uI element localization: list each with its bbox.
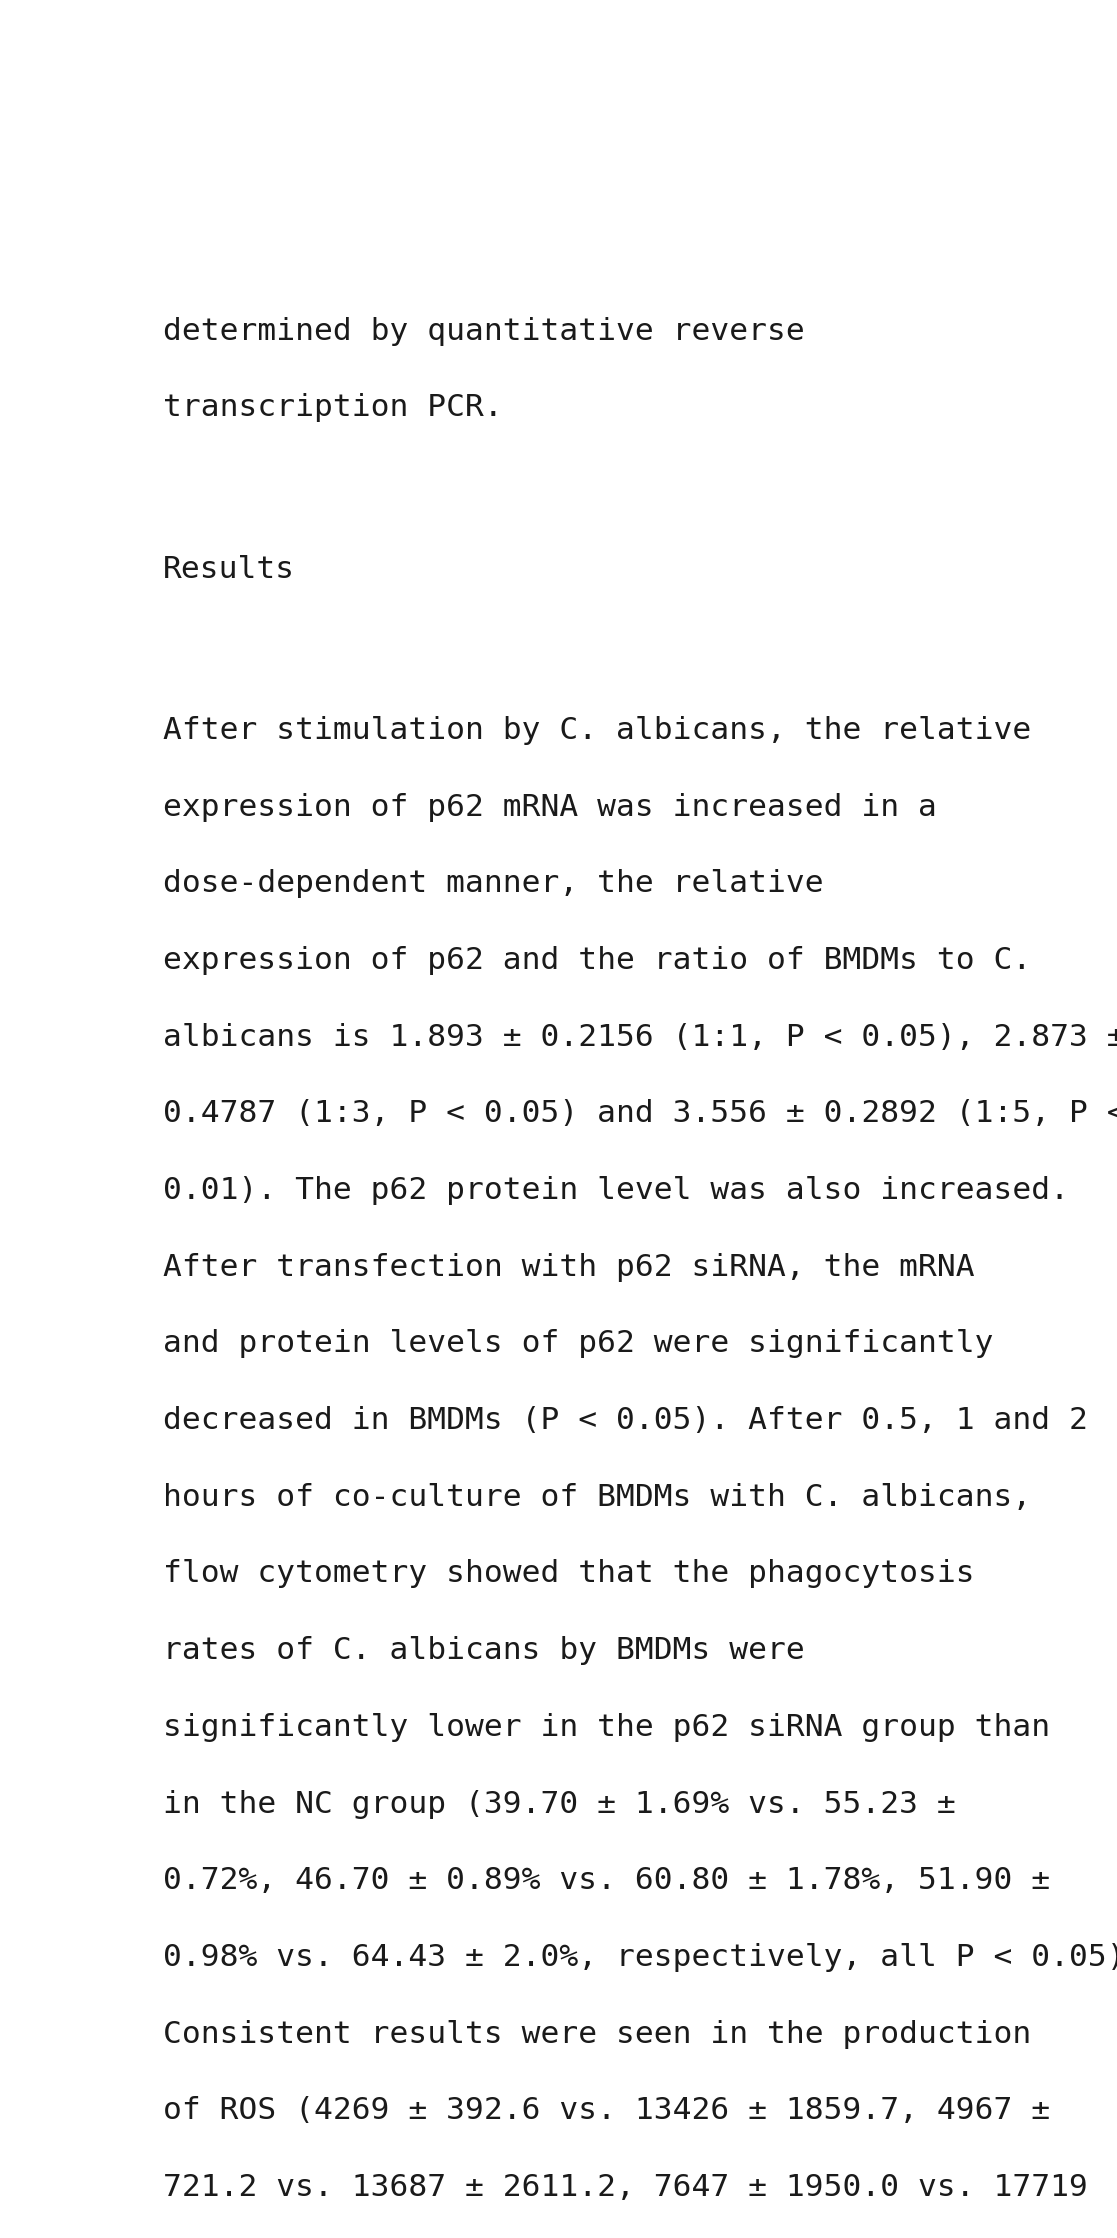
Text: 0.01). The p62 protein level was also increased.: 0.01). The p62 protein level was also in… xyxy=(163,1175,1069,1204)
Text: rates of C. albicans by BMDMs were: rates of C. albicans by BMDMs were xyxy=(163,1636,804,1665)
Text: Results: Results xyxy=(163,555,295,584)
Text: expression of p62 mRNA was increased in a: expression of p62 mRNA was increased in … xyxy=(163,792,937,821)
Text: determined by quantitative reverse: determined by quantitative reverse xyxy=(163,318,804,347)
Text: 721.2 vs. 13687 ± 2611.2, 7647 ± 1950.0 vs. 17719: 721.2 vs. 13687 ± 2611.2, 7647 ± 1950.0 … xyxy=(163,2173,1088,2202)
Text: of ROS (4269 ± 392.6 vs. 13426 ± 1859.7, 4967 ±: of ROS (4269 ± 392.6 vs. 13426 ± 1859.7,… xyxy=(163,2097,1050,2126)
Text: albicans is 1.893 ± 0.2156 (1:1, P < 0.05), 2.873 ±: albicans is 1.893 ± 0.2156 (1:1, P < 0.0… xyxy=(163,1023,1117,1052)
Text: significantly lower in the p62 siRNA group than: significantly lower in the p62 siRNA gro… xyxy=(163,1712,1050,1741)
Text: decreased in BMDMs (P < 0.05). After 0.5, 1 and 2: decreased in BMDMs (P < 0.05). After 0.5… xyxy=(163,1405,1088,1435)
Text: 0.72%, 46.70 ± 0.89% vs. 60.80 ± 1.78%, 51.90 ±: 0.72%, 46.70 ± 0.89% vs. 60.80 ± 1.78%, … xyxy=(163,1866,1050,1896)
Text: in the NC group (39.70 ± 1.69% vs. 55.23 ±: in the NC group (39.70 ± 1.69% vs. 55.23… xyxy=(163,1790,956,1819)
Text: Consistent results were seen in the production: Consistent results were seen in the prod… xyxy=(163,2019,1031,2048)
Text: 0.98% vs. 64.43 ± 2.0%, respectively, all P < 0.05).: 0.98% vs. 64.43 ± 2.0%, respectively, al… xyxy=(163,1943,1117,1972)
Text: hours of co-culture of BMDMs with C. albicans,: hours of co-culture of BMDMs with C. alb… xyxy=(163,1484,1031,1513)
Text: and protein levels of p62 were significantly: and protein levels of p62 were significa… xyxy=(163,1329,993,1358)
Text: expression of p62 and the ratio of BMDMs to C.: expression of p62 and the ratio of BMDMs… xyxy=(163,947,1031,976)
Text: 0.4787 (1:3, P < 0.05) and 3.556 ± 0.2892 (1:5, P <: 0.4787 (1:3, P < 0.05) and 3.556 ± 0.289… xyxy=(163,1099,1117,1128)
Text: transcription PCR.: transcription PCR. xyxy=(163,394,503,423)
Text: After transfection with p62 siRNA, the mRNA: After transfection with p62 siRNA, the m… xyxy=(163,1253,975,1282)
Text: flow cytometry showed that the phagocytosis: flow cytometry showed that the phagocyto… xyxy=(163,1560,975,1589)
Text: dose-dependent manner, the relative: dose-dependent manner, the relative xyxy=(163,868,823,897)
Text: After stimulation by C. albicans, the relative: After stimulation by C. albicans, the re… xyxy=(163,716,1031,745)
